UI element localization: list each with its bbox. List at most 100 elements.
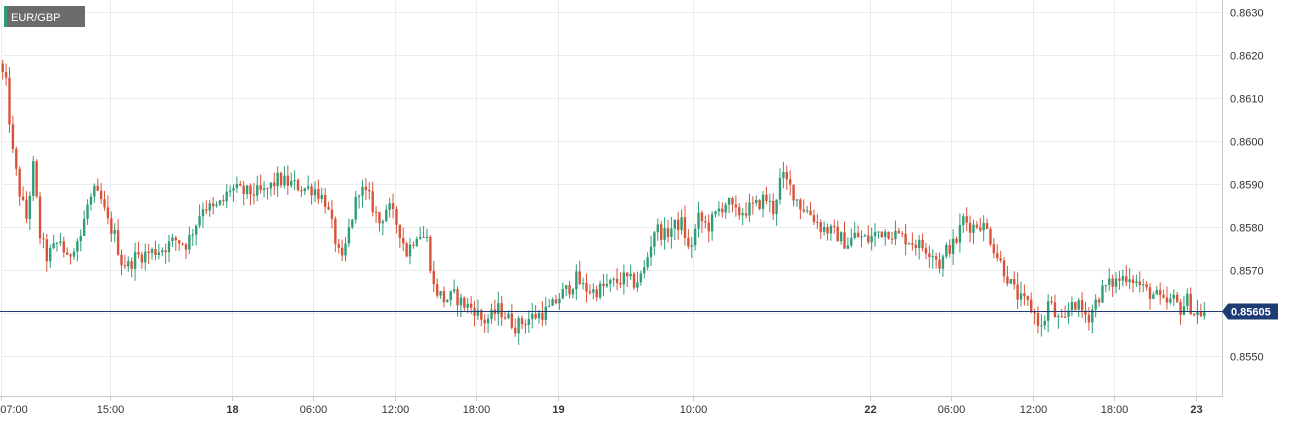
time-tick-label: 12:00 [382,404,410,416]
candle-body [106,207,110,219]
candle-body [18,168,21,197]
candle-body [727,198,731,205]
candle-body [968,222,972,233]
candle-body [1108,278,1111,285]
candle-body [174,237,178,241]
candle-body [996,253,999,259]
candle-body [676,219,680,231]
candle-body [381,221,385,224]
candle-body [469,303,473,308]
candle-body [55,242,59,244]
candle-body [320,195,323,199]
time-tick-label: 19 [552,404,564,416]
candle-body [850,237,853,246]
candle-body [1121,276,1125,281]
candle-body [385,209,388,222]
candle-body [21,196,25,200]
candle-body [59,241,62,243]
candle-body [38,196,42,239]
candle-body [239,183,242,186]
candle-body [819,222,822,232]
candle-body [361,186,364,196]
candle-body [1029,299,1033,313]
candle-body [945,244,948,257]
candle-body [123,265,127,267]
candle-body [303,188,306,192]
candle-body [364,186,368,191]
candle-body [833,225,836,227]
candle-body [1097,299,1101,303]
time-tick-label: 18:00 [1101,404,1129,416]
candle-body [788,179,792,185]
candle-body [164,250,167,253]
candle-body [452,289,456,292]
candle-body [626,272,629,277]
candle-body [873,232,877,237]
candle-body [1142,284,1145,286]
candle-body [147,251,150,253]
candle-body [707,222,710,232]
candle-body [194,225,198,235]
candle-body [184,244,188,250]
time-tick-label: 18:00 [463,404,491,416]
candle-body [860,236,863,238]
candle-body [310,186,313,196]
candle-body [425,236,429,238]
candle-body [171,237,174,242]
candle-body [1070,302,1074,311]
candle-body [1152,294,1155,299]
candle-body [775,199,778,215]
candle-body [1023,293,1026,297]
candle-body [486,318,490,324]
candle-body [884,231,887,237]
candle-body [609,279,612,284]
candle-body [867,235,870,243]
candle-body [1155,290,1158,295]
candle-body [514,327,517,334]
candle-body [432,270,435,285]
candle-body [137,252,140,255]
candle-body [744,213,748,216]
candle-body [1182,306,1186,315]
candle-body [928,253,931,258]
candle-body [459,297,463,306]
candle-body [211,203,215,207]
symbol-label[interactable]: EUR/GBP [4,6,85,27]
candle-body [639,273,643,283]
candle-body [738,207,741,216]
candle-body [1,63,4,73]
candle-body [140,254,144,263]
candle-body [656,224,660,233]
candle-body [795,199,799,201]
candle-body [941,256,945,269]
candle-body [306,186,310,189]
candle-body [581,282,585,285]
candle-body [405,243,408,257]
candle-body [76,241,79,252]
candle-body [45,239,49,262]
candle-body [1158,290,1162,295]
candle-body [337,243,340,248]
candle-body [853,232,856,238]
candle-body [127,261,130,267]
candle-body [646,257,649,268]
candle-body [870,236,873,243]
candle-body [629,273,632,277]
candle-body [1043,320,1046,326]
candle-body [561,288,564,299]
candle-body [1026,296,1029,300]
candle-body [792,184,795,201]
candle-body [225,191,228,202]
candle-body [568,285,571,295]
candle-body [649,246,653,258]
candle-body [989,228,992,245]
candle-body [476,310,480,316]
candle-body [1013,279,1016,285]
candle-body [293,180,296,182]
candle-body [1169,298,1172,303]
candle-body [938,259,941,269]
candle-body [205,209,208,211]
candle-body [198,216,201,226]
candle-body [1050,301,1053,303]
